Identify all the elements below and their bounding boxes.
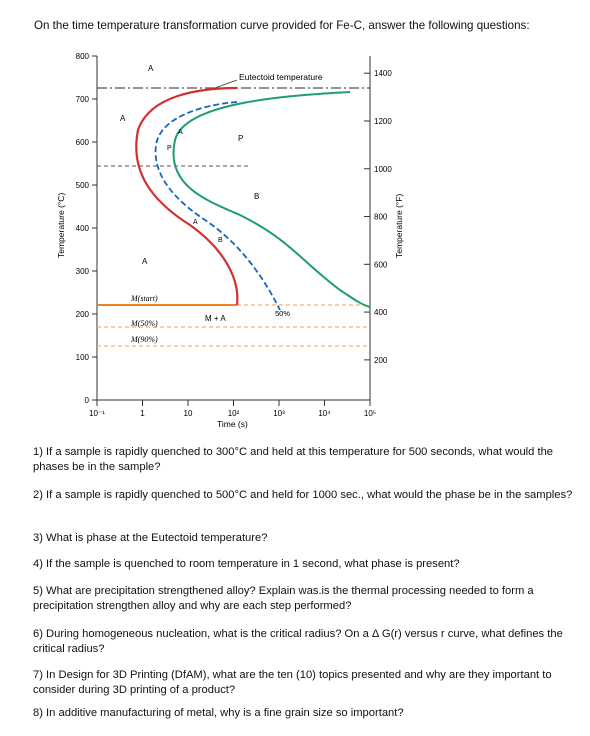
y-axis-label-left: Temperature (°C) <box>56 193 66 258</box>
y-tick-label: 200 <box>76 310 90 319</box>
ttt-chart: 0 100 200 300 400 500 600 700 800 10⁻¹ 1 10 10² 10³ 1… <box>56 52 404 429</box>
question-7: 7) In Design for 3D Printing (DfAM), wha… <box>33 669 552 696</box>
green-curve <box>172 91 371 308</box>
svg-text:A: A <box>193 219 198 226</box>
y-tick-label: 700 <box>76 95 90 104</box>
blue-curve <box>154 101 281 311</box>
svg-text:M(start): M(start) <box>130 294 158 303</box>
svg-text:A: A <box>142 257 148 266</box>
question-3: 3) What is phase at the Eutectoid temper… <box>33 532 268 544</box>
svg-text:A: A <box>178 129 183 136</box>
x-tick-label: 10 <box>184 409 193 418</box>
svg-text:M(50%): M(50%) <box>130 319 158 328</box>
x-tick-label: 10³ <box>273 409 285 418</box>
x-tick-label: 10⁻¹ <box>89 409 105 418</box>
question-2: 2) If a sample is rapidly quenched to 50… <box>33 489 573 501</box>
red-curve <box>135 86 239 306</box>
svg-text:M(90%): M(90%) <box>130 335 158 344</box>
eutectoid-label: Eutectoid temperature <box>239 72 323 82</box>
x-tick-label: 1 <box>140 409 145 418</box>
x-tick-label: 10⁴ <box>318 409 331 418</box>
x-tick-label: 10² <box>228 409 240 418</box>
question-5: 5) What are precipitation strengthened a… <box>33 585 534 612</box>
svg-text:M + A: M + A <box>205 314 226 323</box>
svg-text:P: P <box>238 134 243 143</box>
right-tick-label: 1200 <box>374 117 392 126</box>
right-tick-label: 200 <box>374 356 388 365</box>
intro-text: On the time temperature transformation c… <box>34 19 530 32</box>
question-1: 1) If a sample is rapidly quenched to 30… <box>33 446 554 473</box>
x-axis-label: Time (s) <box>217 419 248 429</box>
y-tick-label: 600 <box>76 138 90 147</box>
question-6: 6) During homogeneous nucleation, what i… <box>33 628 563 655</box>
question-4: 4) If the sample is quenched to room tem… <box>33 558 460 570</box>
svg-text:B: B <box>218 237 223 244</box>
y-tick-label: 0 <box>85 396 90 405</box>
y-tick-label: 800 <box>76 52 90 61</box>
svg-text:B: B <box>254 192 259 201</box>
y-tick-label: 500 <box>76 181 90 190</box>
y-axis-label-right: Temperature (°F) <box>394 193 404 258</box>
y-tick-label: 400 <box>76 224 90 233</box>
svg-text:50%: 50% <box>275 309 290 318</box>
svg-text:A: A <box>120 114 126 123</box>
y-tick-label: 100 <box>76 353 90 362</box>
question-8: 8) In additive manufacturing of metal, w… <box>33 707 404 719</box>
svg-text:A: A <box>148 64 154 73</box>
right-tick-label: 1400 <box>374 69 392 78</box>
y-tick-label: 300 <box>76 267 90 276</box>
x-tick-label: 10⁵ <box>364 409 376 418</box>
right-tick-label: 400 <box>374 308 388 317</box>
svg-text:P: P <box>167 145 172 152</box>
right-tick-label: 1000 <box>374 165 392 174</box>
right-tick-label: 800 <box>374 213 388 222</box>
right-tick-label: 600 <box>374 260 388 269</box>
